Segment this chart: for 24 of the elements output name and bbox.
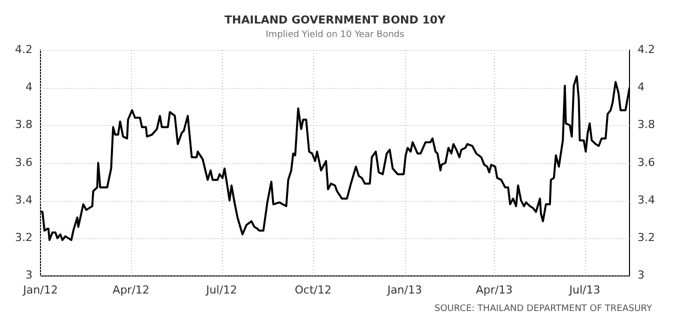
y-tick-label: 3.6 bbox=[14, 156, 32, 169]
y-tick-label: 4 bbox=[25, 80, 32, 94]
y2-tick-label: 4 bbox=[638, 80, 645, 94]
x-tick-label: Jul/12 bbox=[205, 283, 238, 296]
x-tick-label: Jul/13 bbox=[568, 283, 600, 296]
y2-tick-label: 3.6 bbox=[638, 156, 656, 169]
y2-tick-label: 3.8 bbox=[638, 118, 656, 132]
chart-title: THAILAND GOVERNMENT BOND 10Y bbox=[224, 13, 447, 26]
x-tick-label: Apr/13 bbox=[476, 283, 513, 296]
y-tick-label: 3.4 bbox=[14, 193, 32, 206]
y-tick-label: 3.2 bbox=[14, 231, 32, 244]
y-tick-label: 4.2 bbox=[14, 42, 32, 56]
y2-tick-label: 4.2 bbox=[638, 42, 656, 56]
x-tick-label: Jan/13 bbox=[386, 283, 422, 296]
y2-tick-label: 3.4 bbox=[638, 193, 656, 206]
x-tick-label: Oct/12 bbox=[294, 283, 332, 296]
y-tick-label: 3.8 bbox=[14, 118, 32, 132]
x-tick-label: Jan/12 bbox=[22, 283, 58, 296]
y2-tick-label: 3.2 bbox=[638, 231, 656, 244]
chart-subtitle: Implied Yield on 10 Year Bonds bbox=[266, 30, 405, 40]
y2-tick-label: 3 bbox=[638, 268, 645, 282]
source-note: SOURCE: THAILAND DEPARTMENT OF TREASURY bbox=[434, 304, 653, 314]
x-tick-label: Apr/12 bbox=[112, 283, 150, 296]
y-tick-label: 3 bbox=[25, 268, 32, 282]
